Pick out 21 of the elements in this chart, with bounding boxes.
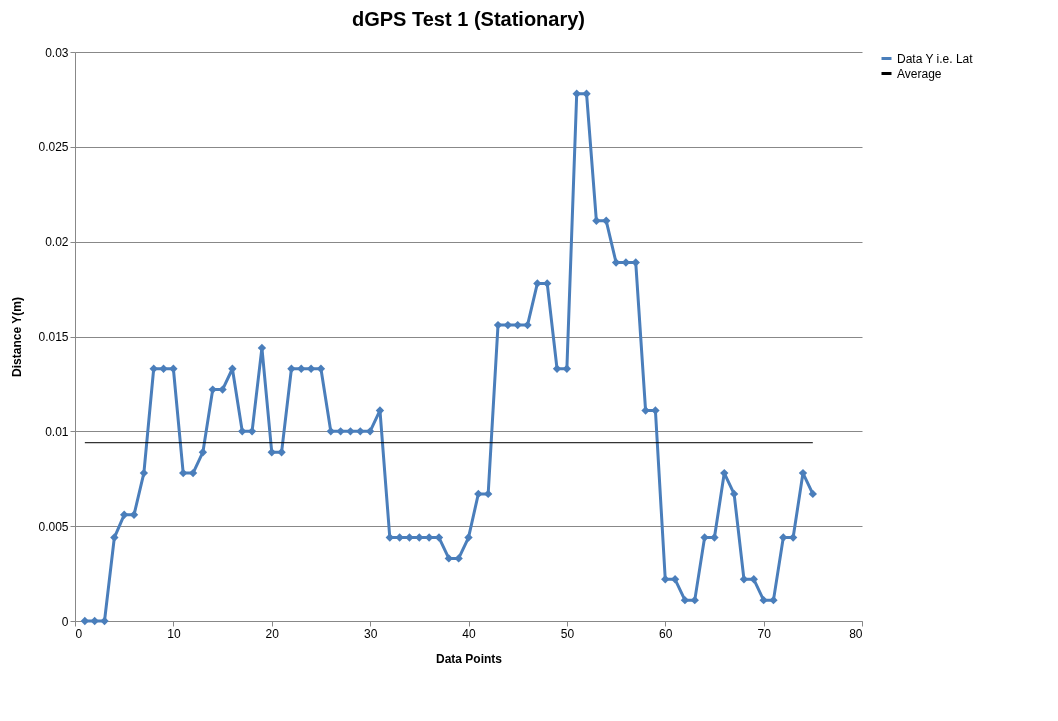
- x-tick-label: 60: [659, 626, 673, 641]
- x-tick-label: 40: [462, 626, 476, 641]
- x-tick-label: 0: [75, 626, 83, 641]
- x-tick-label: 50: [560, 626, 575, 641]
- y-tick-label: 0.03: [45, 45, 69, 60]
- y-tick-label: 0.01: [45, 424, 69, 439]
- x-tick-label: 30: [363, 626, 378, 641]
- y-tick-label: 0.025: [38, 140, 69, 155]
- x-axis-title: Data Points: [435, 651, 503, 666]
- y-axis-title: Distance Y(m): [10, 297, 25, 377]
- y-tick-label: 0.02: [45, 235, 69, 250]
- y-tick-label: 0.005: [38, 519, 69, 534]
- x-tick-label: 10: [167, 626, 181, 641]
- x-tick-label: 20: [265, 626, 280, 641]
- legend-label: Average: [897, 66, 942, 81]
- chart-title: dGPS Test 1 (Stationary): [351, 8, 586, 30]
- x-tick-label: 70: [757, 626, 772, 641]
- legend-label: Data Y i.e. Lat: [897, 51, 974, 66]
- y-tick-label: 0.015: [38, 330, 69, 344]
- x-tick-label: 80: [849, 626, 863, 641]
- y-tick-label: 0: [61, 614, 69, 629]
